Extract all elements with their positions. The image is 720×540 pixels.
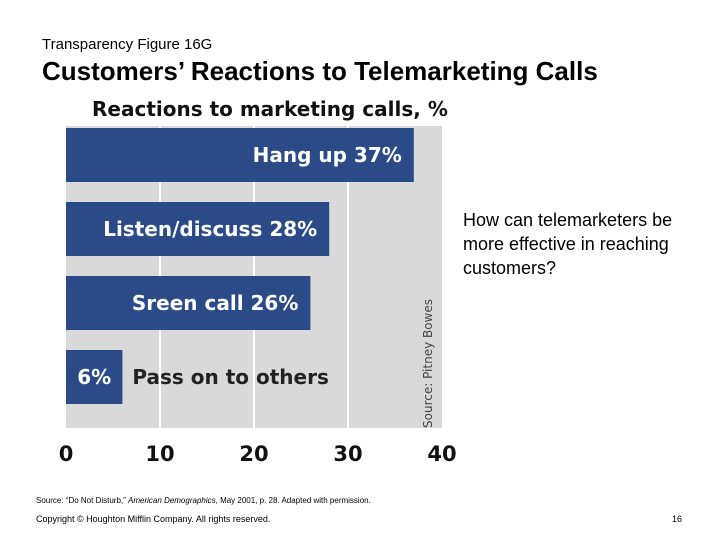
chart-source: Source: Pitney Bowes — [421, 299, 435, 428]
bar-label: Sreen call 26% — [132, 291, 299, 315]
bar — [66, 202, 330, 256]
bar — [66, 128, 414, 182]
bar-label: Listen/discuss 28% — [103, 217, 317, 241]
slide-title: Customers’ Reactions to Telemarketing Ca… — [42, 56, 598, 86]
copyright-notice: Copyright © Houghton Mifflin Company. Al… — [36, 514, 271, 524]
bar — [66, 350, 123, 404]
x-tick-label: 30 — [333, 442, 362, 466]
x-tick-label: 20 — [239, 442, 268, 466]
bar — [66, 276, 311, 330]
x-tick-label: 0 — [59, 442, 74, 466]
source-prefix: Source: “Do Not Disturb,” — [36, 496, 129, 505]
discussion-question: How can telemarketers be more effective … — [463, 210, 673, 278]
bar-outside-label: Pass on to others — [132, 365, 328, 389]
source-publication: American Demographics — [128, 496, 216, 505]
chart-title: Reactions to marketing calls, % — [92, 97, 448, 121]
slide-subtitle: Transparency Figure 16G — [42, 36, 213, 53]
bar-label: Hang up 37% — [253, 143, 402, 167]
x-tick-label: 40 — [427, 442, 456, 466]
page-number: 16 — [671, 514, 682, 524]
bar-label: 6% — [77, 365, 111, 389]
source-note: Source: “Do Not Disturb,” American Demog… — [36, 496, 371, 505]
source-suffix: , May 2001, p. 28. Adapted with permissi… — [215, 496, 371, 505]
x-tick-label: 10 — [145, 442, 174, 466]
